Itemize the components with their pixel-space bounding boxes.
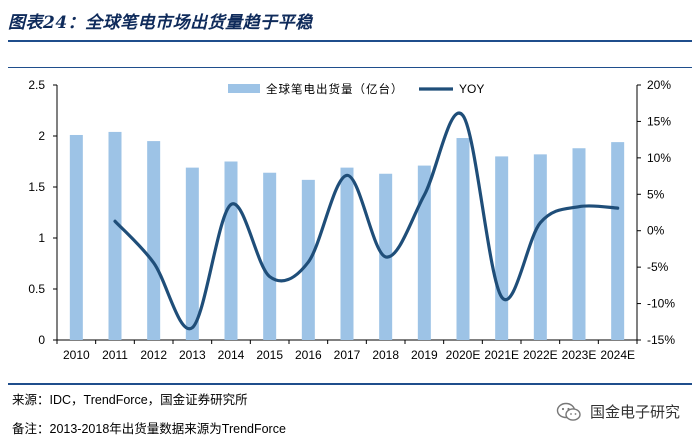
x-tick-label: 2024E: [600, 348, 635, 362]
x-tick-label: 2012: [140, 348, 167, 362]
bar-shipments: [495, 156, 509, 340]
y-right-tick-label: -10%: [647, 297, 675, 311]
line-yoy: [113, 111, 620, 331]
bar-shipments: [533, 154, 547, 340]
y-right-tick-label: -5%: [647, 260, 669, 274]
y-left-tick-label: 0.5: [28, 282, 45, 296]
x-tick-label: 2018: [372, 348, 399, 362]
x-tick-label: 2019: [411, 348, 438, 362]
y-right-tick-label: -15%: [647, 333, 675, 347]
x-tick-label: 2020E: [446, 348, 481, 362]
bar-shipments: [572, 148, 586, 340]
x-tick-label: 2022E: [523, 348, 558, 362]
bar-shipments: [224, 161, 238, 340]
x-tick-label: 2011: [102, 348, 128, 362]
watermark-text: 国金电子研究: [589, 404, 680, 421]
y-left-tick-label: 1: [38, 231, 45, 245]
x-tick-label: 2013: [179, 348, 206, 362]
bar-shipments: [185, 167, 199, 340]
title-rule: [8, 40, 692, 42]
x-tick-label: 2021E: [484, 348, 519, 362]
x-tick-label: 2010: [63, 348, 90, 362]
wechat-icon: [556, 402, 581, 421]
footer-rule: [8, 383, 692, 385]
x-tick-label: 2017: [334, 348, 361, 362]
bar-shipments: [340, 167, 354, 340]
figure-title: 图表24：全球笔电市场出货量趋于平稳: [8, 13, 313, 33]
bar-shipments: [611, 142, 625, 340]
bar-shipments: [147, 141, 161, 340]
y-right-tick-label: 5%: [647, 187, 665, 201]
y-right-tick-label: 0%: [647, 224, 665, 238]
bar-shipments: [263, 172, 277, 340]
bar-shipments: [69, 134, 83, 340]
x-tick-label: 2016: [295, 348, 322, 362]
y-left-tick-label: 2.5: [28, 78, 45, 92]
legend-swatch-bar: [228, 84, 260, 93]
y-left-tick-label: 0: [38, 333, 45, 347]
watermark: 国金电子研究: [556, 401, 680, 422]
chart-top-rule: [8, 67, 692, 68]
y-right-tick-label: 15%: [647, 114, 671, 128]
bar-shipments: [108, 131, 122, 340]
y-left-tick-label: 2: [38, 129, 45, 143]
x-tick-label: 2015: [256, 348, 283, 362]
remark-note: 备注：2013-2018年出货量数据来源为TrendForce: [12, 422, 286, 436]
source-note: 来源：IDC，TrendForce，国金证券研究所: [12, 393, 248, 407]
legend-label-bar: 全球笔电出货量（亿台）: [266, 82, 404, 96]
y-right-tick-label: 10%: [647, 151, 671, 165]
x-tick-label: 2014: [218, 348, 245, 362]
bar-shipments: [417, 165, 431, 340]
y-left-tick-label: 1.5: [28, 180, 45, 194]
legend-label-line: YOY: [459, 82, 484, 96]
bar-shipments: [456, 138, 470, 340]
y-right-tick-label: 20%: [647, 78, 671, 92]
x-tick-label: 2023E: [562, 348, 597, 362]
